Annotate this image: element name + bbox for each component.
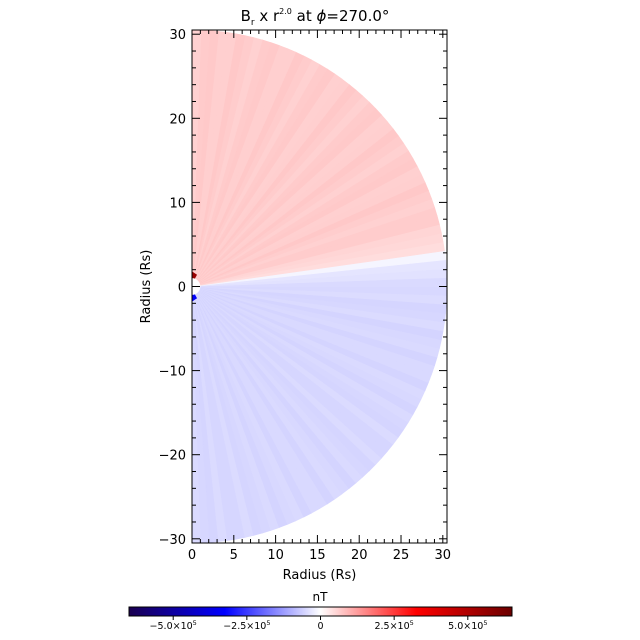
x-tick-label: 5	[230, 548, 238, 563]
colorbar	[128, 606, 513, 617]
title-phi-value: =270.0°	[326, 7, 389, 25]
colorbar-ticks: −5.0×105 −2.5×105 0 2.5×105 5.0×105	[150, 616, 487, 632]
x-tick-label: 10	[267, 548, 284, 563]
colorbar-tick-label: 2.5×105	[374, 619, 413, 632]
colorbar-tick-label: −5.0×105	[150, 619, 197, 632]
y-tick-label: 0	[178, 281, 186, 296]
axes: 0 5 10 15 20 25 30 −30 −20 −10 0 10 20 30	[159, 28, 452, 563]
y-tick-label: 10	[169, 196, 186, 211]
x-tick-label: 20	[351, 548, 368, 563]
colorbar-label: nT	[313, 590, 329, 604]
y-tick-label: −20	[159, 449, 186, 464]
y-tick-label: −10	[159, 365, 186, 380]
colorbar-tick-label: 0	[317, 621, 323, 632]
x-tick-label: 30	[435, 548, 452, 563]
title-tail: at	[292, 7, 317, 25]
y-tick-label: −30	[159, 533, 186, 548]
colorbar-tick-label: 5.0×105	[448, 619, 487, 632]
x-tick-label: 25	[393, 548, 410, 563]
title-power: 2.0	[279, 7, 292, 16]
title-base: B	[241, 7, 251, 25]
colorbar-tick-label: −2.5×105	[223, 619, 270, 632]
x-tick-label: 0	[188, 548, 196, 563]
field-wedges	[183, 29, 448, 544]
y-tick-label: 20	[169, 112, 186, 127]
title-base-sub: r	[251, 18, 255, 28]
title-mid: x r	[255, 7, 280, 25]
x-tick-label: 15	[309, 548, 326, 563]
y-axis-label: Radius (Rs)	[139, 250, 154, 324]
chart-title: Br x r2.0 at ϕ=270.0°	[241, 7, 390, 28]
y-tick-label: 30	[169, 28, 186, 43]
title-phi: ϕ	[317, 7, 327, 25]
x-axis-label: Radius (Rs)	[283, 568, 357, 583]
